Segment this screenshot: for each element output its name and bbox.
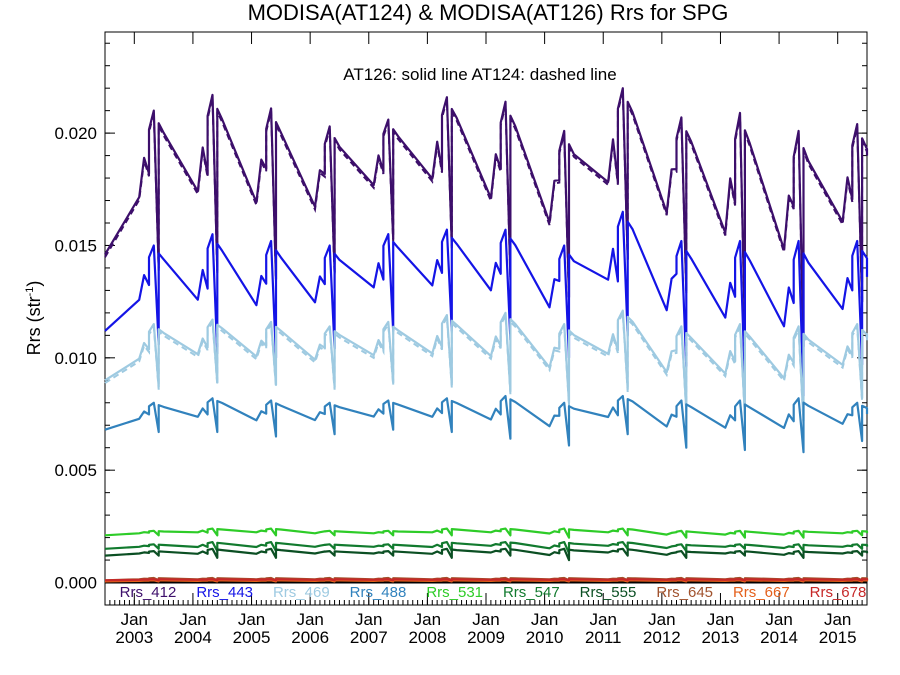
series-line-at126-rrs-547 bbox=[104, 541, 869, 555]
x-tick-year-label: 2009 bbox=[467, 628, 505, 647]
x-tick-year-label: 2007 bbox=[350, 628, 388, 647]
y-tick-label: 0.005 bbox=[54, 461, 97, 480]
x-tick-month-label: Jan bbox=[238, 610, 265, 629]
legend-label-rrs-667: Rrs_667 bbox=[733, 584, 790, 601]
x-tick-month-label: Jan bbox=[296, 610, 323, 629]
y-axis-ticks: 0.000 0.005 0.010 0.015 0.020 bbox=[54, 42, 867, 593]
series-line-at124-rrs-469 bbox=[104, 309, 868, 424]
x-tick-month-label: Jan bbox=[590, 610, 617, 629]
legend-label-rrs-469: Rrs_469 bbox=[273, 584, 330, 601]
series-line-at126-rrs-555 bbox=[104, 547, 869, 562]
x-tick-month-label: Jan bbox=[531, 610, 558, 629]
x-tick-month-label: Jan bbox=[648, 610, 675, 629]
x-tick-year-label: 2013 bbox=[702, 628, 740, 647]
y-axis-label-superscript: -1 bbox=[24, 287, 36, 297]
series-line-at126-rrs-488 bbox=[104, 394, 869, 454]
y-tick-label: 0.000 bbox=[54, 574, 97, 593]
legend-label-rrs-443: Rrs_443 bbox=[196, 584, 253, 601]
series-line-at126-rrs-531 bbox=[104, 527, 869, 539]
x-tick-year-label: 2015 bbox=[819, 628, 857, 647]
legend-label-rrs-555: Rrs_555 bbox=[580, 584, 637, 601]
x-tick-year-label: 2004 bbox=[174, 628, 212, 647]
x-tick-year-label: 2005 bbox=[233, 628, 271, 647]
series-line-at126-rrs-678 bbox=[104, 578, 869, 582]
x-tick-year-label: 2006 bbox=[291, 628, 329, 647]
legend-label-rrs-547: Rrs_547 bbox=[503, 584, 560, 601]
line-style-annotation: AT126: solid line AT124: dashed line bbox=[343, 65, 616, 84]
x-tick-month-label: Jan bbox=[414, 610, 441, 629]
legend-label-rrs-645: Rrs_645 bbox=[656, 584, 713, 601]
legend-label-rrs-488: Rrs_488 bbox=[350, 584, 407, 601]
legend: Rrs_412 Rrs_443 Rrs_469 Rrs_488 Rrs_531 Rrs_5… bbox=[120, 584, 867, 601]
y-tick-label: 0.020 bbox=[54, 124, 97, 143]
series-layer bbox=[104, 87, 869, 583]
x-axis-ticks: Jan2003Jan2004Jan2005Jan2006Jan2007Jan20… bbox=[104, 32, 868, 647]
x-tick-month-label: Jan bbox=[121, 610, 148, 629]
y-axis-label: Rrs (str-1) bbox=[24, 281, 44, 356]
legend-label-rrs-531: Rrs_531 bbox=[426, 584, 483, 601]
series-line-at126-rrs-443 bbox=[104, 210, 869, 398]
x-tick-year-label: 2010 bbox=[526, 628, 564, 647]
series-line-at126-rrs-412 bbox=[104, 87, 869, 348]
y-tick-label: 0.015 bbox=[54, 236, 97, 255]
x-tick-month-label: Jan bbox=[355, 610, 382, 629]
chart-title: MODISA(AT124) & MODISA(AT126) Rrs for SP… bbox=[248, 0, 729, 25]
x-tick-month-label: Jan bbox=[179, 610, 206, 629]
x-tick-year-label: 2012 bbox=[643, 628, 681, 647]
y-axis-label-main: Rrs (str bbox=[24, 296, 44, 355]
x-tick-year-label: 2008 bbox=[408, 628, 446, 647]
series-line-at124-rrs-412 bbox=[104, 90, 868, 350]
series-line-at126-rrs-469 bbox=[104, 309, 869, 422]
y-axis-label-end: ) bbox=[24, 281, 44, 287]
y-tick-label: 0.010 bbox=[54, 349, 97, 368]
x-tick-year-label: 2011 bbox=[585, 628, 622, 647]
x-tick-month-label: Jan bbox=[824, 610, 851, 629]
legend-label-rrs-678: Rrs_678 bbox=[810, 584, 867, 601]
x-tick-year-label: 2003 bbox=[115, 628, 153, 647]
x-tick-month-label: Jan bbox=[765, 610, 792, 629]
x-tick-month-label: Jan bbox=[472, 610, 499, 629]
legend-label-rrs-412: Rrs_412 bbox=[120, 584, 177, 601]
x-tick-month-label: Jan bbox=[707, 610, 734, 629]
x-tick-year-label: 2014 bbox=[760, 628, 798, 647]
